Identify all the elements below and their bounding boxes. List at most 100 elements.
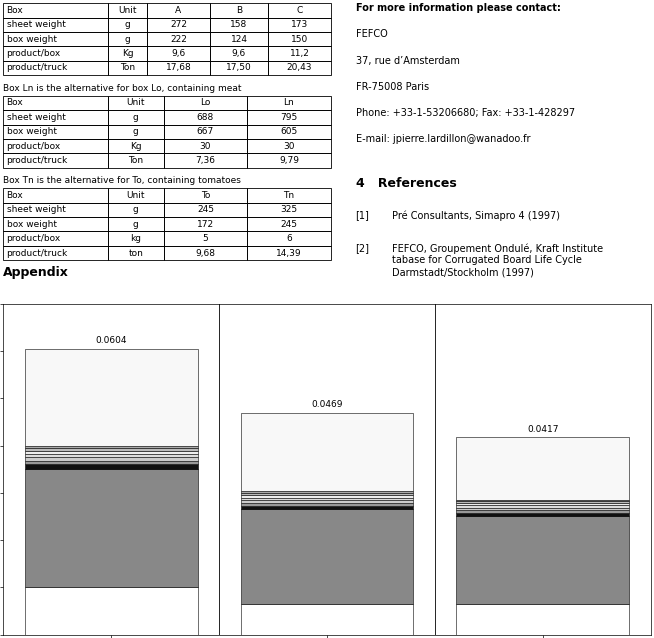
Bar [164, 110, 247, 124]
Bar [456, 510, 629, 513]
Text: 30: 30 [283, 142, 295, 151]
Text: 667: 667 [197, 127, 214, 136]
Text: Pré Consultants, Simapro 4 (1997): Pré Consultants, Simapro 4 (1997) [392, 211, 560, 221]
Text: 158: 158 [230, 20, 248, 29]
Bar [241, 509, 413, 604]
Bar [25, 349, 198, 446]
Bar [147, 32, 209, 46]
Bar [3, 61, 108, 75]
Bar [241, 498, 413, 500]
Text: For more information please contact:: For more information please contact: [356, 3, 560, 13]
Bar [164, 232, 247, 246]
Bar [25, 588, 198, 635]
Bar [25, 457, 198, 461]
Bar [3, 139, 108, 153]
Text: Box Tn is the alternative for To, containing tomatoes: Box Tn is the alternative for To, contai… [3, 176, 241, 185]
Text: product/box: product/box [7, 142, 61, 151]
Text: product/box: product/box [7, 49, 61, 58]
Text: 20,43: 20,43 [287, 63, 313, 72]
Bar [209, 17, 268, 32]
Bar [268, 61, 331, 75]
Bar [164, 188, 247, 203]
Text: g: g [133, 113, 139, 122]
Text: product/box: product/box [7, 234, 61, 243]
Bar [108, 124, 164, 139]
Bar [3, 32, 108, 46]
Bar [241, 503, 413, 505]
Bar [147, 46, 209, 61]
Bar [247, 153, 331, 168]
Text: g: g [125, 20, 131, 29]
Text: 0.0469: 0.0469 [311, 400, 343, 409]
Text: g: g [133, 205, 139, 214]
Text: 172: 172 [197, 220, 214, 229]
Text: ton: ton [128, 249, 143, 258]
Bar [268, 46, 331, 61]
Bar [456, 513, 629, 517]
Text: product/truck: product/truck [7, 63, 68, 72]
Bar [456, 438, 629, 500]
Bar [247, 124, 331, 139]
Text: [2]: [2] [356, 243, 370, 253]
Bar [164, 96, 247, 110]
Text: Box: Box [7, 191, 24, 200]
Bar [164, 139, 247, 153]
Bar [164, 246, 247, 260]
Bar [3, 246, 108, 260]
Bar [108, 217, 164, 232]
Bar [164, 124, 247, 139]
Bar [3, 46, 108, 61]
Bar [108, 246, 164, 260]
Bar [3, 153, 108, 168]
Bar [241, 495, 413, 498]
Text: kg: kg [130, 234, 141, 243]
Bar [241, 505, 413, 509]
Bar [456, 500, 629, 501]
Text: [3]: [3] [356, 326, 370, 336]
Bar [209, 46, 268, 61]
Bar [247, 110, 331, 124]
Bar [108, 153, 164, 168]
Bar [3, 203, 108, 217]
Text: 4   References: 4 References [356, 177, 456, 190]
Text: Kg: Kg [122, 49, 133, 58]
Text: 0.0604: 0.0604 [95, 336, 127, 345]
Text: 11,2: 11,2 [290, 49, 309, 58]
Text: Ln: Ln [284, 98, 294, 107]
Text: box weight: box weight [7, 220, 56, 229]
Text: 222: 222 [170, 34, 187, 43]
Bar [3, 110, 108, 124]
Text: Unit: Unit [118, 6, 137, 15]
Text: box weight: box weight [7, 34, 56, 43]
Text: 17,50: 17,50 [226, 63, 252, 72]
Bar [3, 217, 108, 232]
Text: sheet weight: sheet weight [7, 113, 65, 122]
Bar [268, 17, 331, 32]
Bar [25, 450, 198, 454]
Text: g: g [125, 34, 131, 43]
Text: Ton: Ton [128, 156, 143, 165]
Bar [247, 139, 331, 153]
Bar [25, 446, 198, 449]
Bar [247, 96, 331, 110]
Bar [3, 188, 108, 203]
Text: 688: 688 [197, 113, 214, 122]
Bar [241, 413, 413, 491]
Bar [3, 17, 108, 32]
Text: 9,79: 9,79 [279, 156, 299, 165]
Text: Unit: Unit [127, 191, 145, 200]
Text: 124: 124 [230, 34, 247, 43]
Text: 272: 272 [170, 20, 187, 29]
Bar [3, 124, 108, 139]
Text: HABERSATTER K.: Ökoinventare für Verpacku
Bundesamt für Umwelt, Wald und Landsc
: HABERSATTER K.: Ökoinventare für Verpack… [392, 326, 611, 361]
Text: Lo: Lo [200, 98, 211, 107]
Text: sheet weight: sheet weight [7, 205, 65, 214]
Bar [25, 449, 198, 450]
Text: 5: 5 [203, 234, 209, 243]
Bar [147, 3, 209, 17]
Bar [108, 32, 147, 46]
Bar [209, 3, 268, 17]
Text: 245: 245 [281, 220, 298, 229]
Bar [241, 493, 413, 495]
Bar [108, 110, 164, 124]
